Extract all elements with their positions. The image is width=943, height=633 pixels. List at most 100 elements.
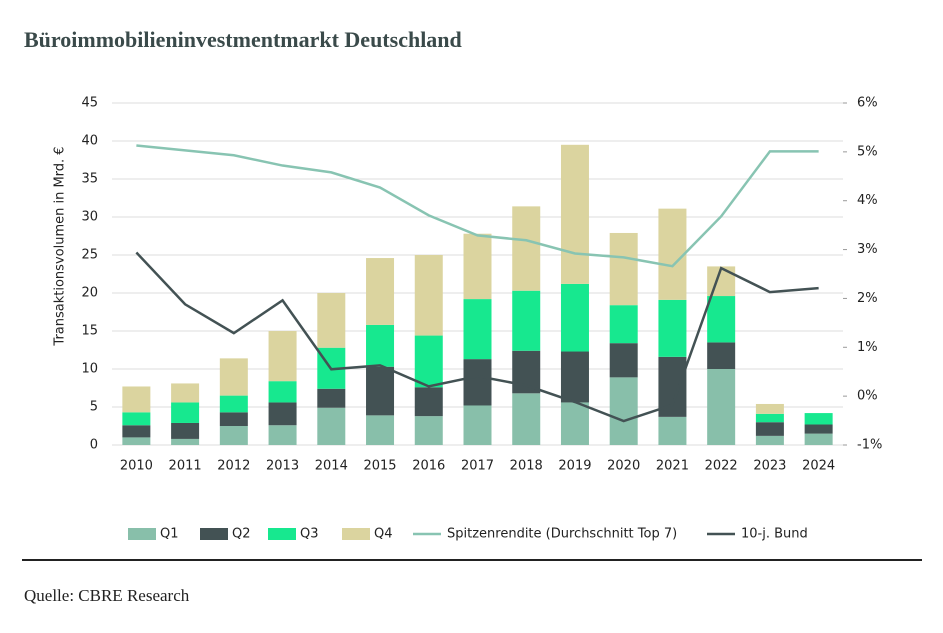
x-tick-label: 2013 bbox=[266, 459, 299, 474]
bar-segment bbox=[366, 258, 395, 325]
bar-segment bbox=[707, 296, 736, 343]
x-tick-label: 2017 bbox=[461, 459, 494, 474]
bar-segment bbox=[317, 388, 346, 408]
line bbox=[135, 251, 819, 423]
bar-segment bbox=[268, 381, 297, 403]
bar-segment bbox=[560, 283, 589, 352]
bar-segment bbox=[463, 359, 492, 406]
bar-segment bbox=[560, 402, 589, 445]
y-tick-label: 10 bbox=[81, 362, 98, 377]
bar-segment bbox=[317, 407, 346, 445]
legend-label: Spitzenrendite (Durchschnitt Top 7) bbox=[447, 527, 677, 542]
bar-segment bbox=[463, 405, 492, 445]
chart-title: Büroimmobilieninvestmentmarkt Deutschlan… bbox=[24, 27, 462, 52]
bar-segment bbox=[414, 416, 443, 445]
y2-tick-label: 2% bbox=[857, 291, 878, 306]
x-tick-label: 2016 bbox=[412, 459, 445, 474]
bar-segment bbox=[463, 233, 492, 300]
bar-segment bbox=[512, 350, 541, 394]
legend-label: Q4 bbox=[374, 527, 393, 542]
bar-segment bbox=[366, 415, 395, 445]
bar-segment bbox=[366, 324, 395, 367]
legend-swatch bbox=[268, 528, 296, 540]
y2-tick-label: 5% bbox=[857, 144, 878, 159]
bar-segment bbox=[219, 358, 248, 396]
y-tick-label: 15 bbox=[81, 324, 98, 339]
bar-segment bbox=[512, 290, 541, 351]
bar-segment bbox=[609, 305, 638, 344]
x-tick-label: 2015 bbox=[363, 459, 396, 474]
legend-swatch bbox=[342, 528, 370, 540]
source: Quelle: CBRE Research bbox=[24, 586, 190, 605]
y-tick-label: 35 bbox=[81, 172, 98, 187]
bar-segment bbox=[804, 413, 833, 425]
bar-segment bbox=[463, 299, 492, 360]
y-tick-label: 45 bbox=[81, 96, 98, 111]
legend-label: 10-j. Bund bbox=[741, 527, 808, 542]
bar-segment bbox=[268, 425, 297, 445]
bar-segment bbox=[219, 412, 248, 426]
bar-segment bbox=[755, 403, 784, 414]
y-tick-label: 20 bbox=[81, 286, 98, 301]
bar-segment bbox=[707, 342, 736, 369]
bar-segment bbox=[171, 438, 200, 445]
bar-segment bbox=[658, 208, 687, 300]
y-tick-label: 0 bbox=[90, 438, 98, 453]
bar-segment bbox=[171, 383, 200, 403]
bar-segment bbox=[804, 424, 833, 434]
x-tick-label: 2022 bbox=[705, 459, 738, 474]
x-tick-label: 2021 bbox=[656, 459, 689, 474]
y-tick-label: 5 bbox=[90, 400, 98, 415]
bar-segment bbox=[560, 144, 589, 284]
bar-segment bbox=[755, 422, 784, 436]
bar-segment bbox=[122, 412, 151, 426]
bar-segment bbox=[609, 377, 638, 445]
y-tick-label: 40 bbox=[81, 134, 98, 149]
x-tick-label: 2014 bbox=[315, 459, 348, 474]
y2-tick-label: 3% bbox=[857, 242, 878, 257]
bar-segment bbox=[317, 293, 346, 348]
bar-segment bbox=[658, 299, 687, 357]
y2-tick-label: 4% bbox=[857, 193, 878, 208]
bar-segment bbox=[219, 395, 248, 413]
y2-tick-label: 6% bbox=[857, 96, 878, 111]
y2-tick-label: 1% bbox=[857, 340, 878, 355]
legend-swatch bbox=[128, 528, 156, 540]
bar-segment bbox=[414, 387, 443, 417]
legend-label: Q3 bbox=[300, 527, 319, 542]
bar-segment bbox=[171, 402, 200, 423]
bar-segment bbox=[414, 335, 443, 388]
x-tick-label: 2020 bbox=[607, 459, 640, 474]
bar-segment bbox=[122, 437, 151, 445]
x-tick-label: 2011 bbox=[169, 459, 202, 474]
bar-segment bbox=[755, 435, 784, 445]
bar-segment bbox=[609, 343, 638, 378]
bar-segment bbox=[171, 422, 200, 439]
bar-segment bbox=[707, 369, 736, 445]
bar-segment bbox=[560, 351, 589, 403]
y-tick-label: 30 bbox=[81, 210, 98, 225]
line bbox=[136, 144, 819, 268]
y2-tick-label: 0% bbox=[857, 389, 878, 404]
x-tick-label: 2019 bbox=[558, 459, 591, 474]
bar-segment bbox=[609, 232, 638, 306]
bar-segment bbox=[512, 206, 541, 291]
x-tick-label: 2010 bbox=[120, 459, 153, 474]
legend-swatch bbox=[200, 528, 228, 540]
bar-segment bbox=[755, 413, 784, 423]
x-tick-label: 2024 bbox=[802, 459, 835, 474]
bar-segment bbox=[268, 331, 297, 382]
legend-label: Q2 bbox=[232, 527, 251, 542]
x-tick-label: 2012 bbox=[217, 459, 250, 474]
y-axis-label: Transaktionsvolumen in Mrd. € bbox=[53, 146, 68, 346]
bar-segment bbox=[122, 386, 151, 413]
legend-label: Q1 bbox=[160, 527, 179, 542]
bar-segment bbox=[268, 402, 297, 426]
bar-segment bbox=[219, 426, 248, 445]
bar-segment bbox=[122, 425, 151, 438]
y2-tick-label: -1% bbox=[857, 438, 882, 453]
bar-segment bbox=[366, 366, 395, 416]
y-tick-label: 25 bbox=[81, 248, 98, 263]
bar-segment bbox=[658, 416, 687, 445]
